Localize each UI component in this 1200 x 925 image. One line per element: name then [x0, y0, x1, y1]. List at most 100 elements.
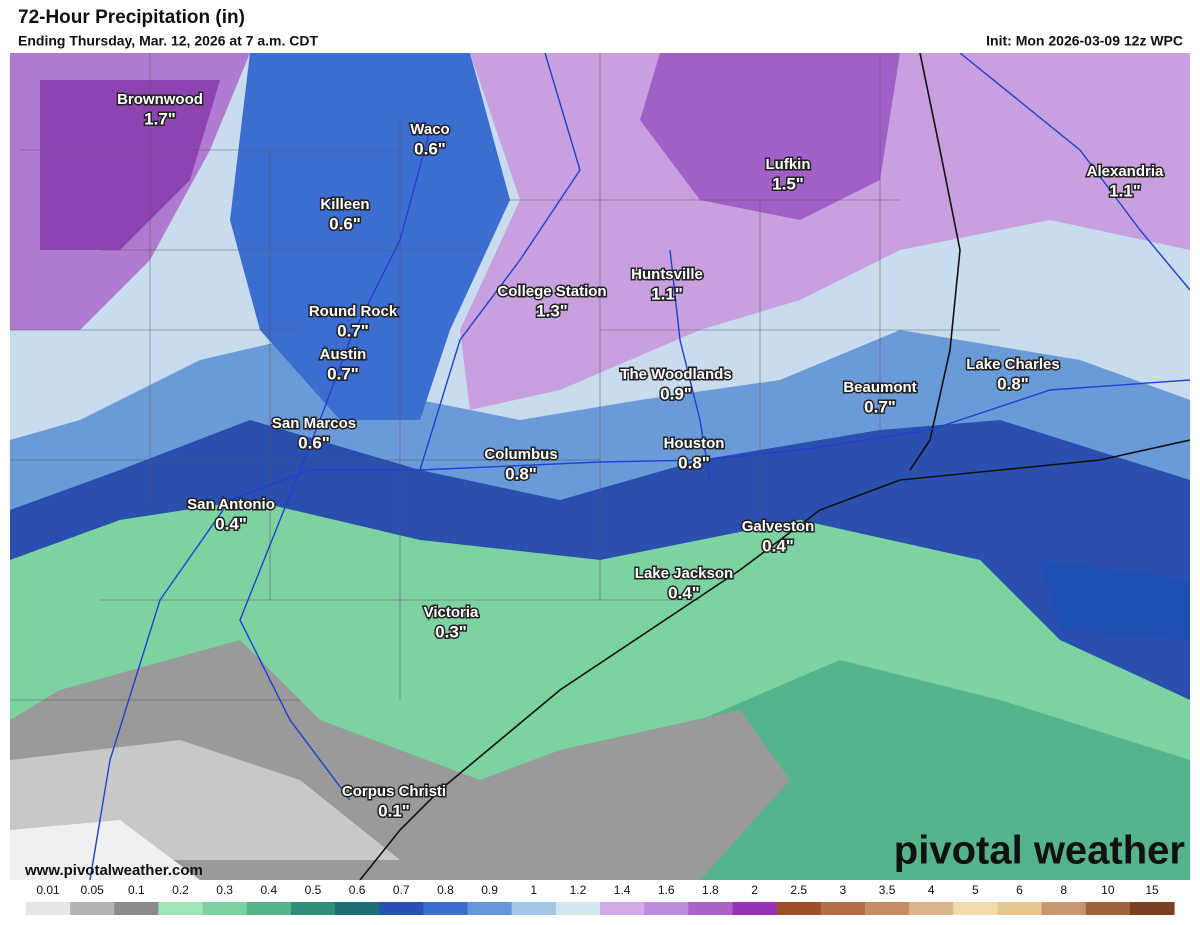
city-value: 0.4" [668, 583, 700, 602]
legend-label: 2 [751, 883, 758, 897]
legend-label: 0.6 [349, 883, 366, 897]
city-value: 0.4" [215, 514, 247, 533]
title: 72-Hour Precipitation (in) [18, 7, 245, 28]
city-value: 0.6" [298, 433, 330, 452]
city-value: 1.1" [1109, 181, 1141, 200]
legend-swatch [290, 902, 336, 915]
city-name: Alexandria [1087, 163, 1164, 180]
legend-swatch [555, 902, 601, 915]
city-value: 0.8" [678, 453, 710, 472]
city-value: 0.3" [435, 622, 467, 641]
legend-label: 0.7 [393, 883, 410, 897]
map [10, 53, 1190, 880]
legend-label: 4 [928, 883, 935, 897]
legend-label: 8 [1060, 883, 1067, 897]
city-name: San Antonio [187, 496, 275, 513]
city-value: 0.6" [414, 139, 446, 158]
legend-label: 0.1 [128, 883, 145, 897]
city-value: 1.5" [772, 174, 804, 193]
legend-swatch [511, 902, 557, 915]
legend-swatch [820, 902, 866, 915]
city-value: 1.3" [536, 301, 568, 320]
legend-label: 1.4 [614, 883, 631, 897]
city-name: Corpus Christi [342, 783, 446, 800]
city-name: Brownwood [117, 91, 203, 108]
legend-swatch [1085, 902, 1131, 915]
init-time: Init: Mon 2026-03-09 12z WPC [986, 33, 1183, 49]
legend-swatch [25, 902, 71, 915]
legend-swatch [114, 902, 159, 915]
legend-label: 3 [840, 883, 847, 897]
legend-label: 2.5 [790, 883, 807, 897]
city-value: 1.7" [144, 109, 176, 128]
legend-swatch [909, 902, 954, 915]
legend-label: 6 [1016, 883, 1023, 897]
legend-swatch [644, 902, 689, 915]
legend-label: 0.01 [36, 883, 60, 897]
source-url: www.pivotalweather.com [24, 862, 203, 879]
legend-swatch [423, 902, 469, 915]
city-value: 0.4" [762, 536, 794, 555]
legend: 0.01 0.05 0.1 0.2 0.3 0.4 0.5 0.6 0.7 0.8 0.9 1 1.2 1… [25, 883, 1175, 915]
city-name: Galveston [742, 518, 815, 535]
legend-swatch [776, 902, 822, 915]
subtitle: Ending Thursday, Mar. 12, 2026 at 7 a.m.… [18, 33, 319, 49]
city-value: 0.6" [329, 214, 361, 233]
city-name: College Station [497, 283, 606, 300]
city-value: 0.7" [864, 397, 896, 416]
city-name: Waco [410, 121, 449, 138]
city-labels: Brownwood1.7"Waco0.6"Killeen0.6"Lufkin1.… [116, 89, 1166, 822]
city-name: The Woodlands [620, 366, 731, 383]
legend-label: 1.8 [702, 883, 719, 897]
legend-swatch [335, 902, 380, 915]
city-value: 1.1" [651, 284, 683, 303]
city-value: 0.8" [997, 374, 1029, 393]
legend-swatch [732, 902, 778, 915]
legend-swatch [688, 902, 733, 915]
legend-swatch [202, 902, 248, 915]
city-name: Beaumont [843, 379, 916, 396]
legend-label: 0.5 [305, 883, 322, 897]
city-name: Round Rock [309, 303, 398, 320]
city-name: Killeen [320, 196, 369, 213]
city-name: Lufkin [766, 156, 811, 173]
legend-label: 1.6 [658, 883, 675, 897]
city-name: Huntsville [631, 266, 703, 283]
city-value: 0.9" [660, 384, 692, 403]
legend-label: 0.3 [216, 883, 233, 897]
legend-swatch [246, 902, 292, 915]
city-value: 0.1" [378, 801, 410, 820]
city-value: 0.7" [337, 321, 369, 340]
city-name: Lake Jackson [635, 565, 733, 582]
legend-swatch [997, 902, 1043, 915]
legend-swatch [70, 902, 115, 915]
legend-swatch [864, 902, 910, 915]
legend-label: 0.9 [481, 883, 498, 897]
city-name: Columbus [484, 446, 557, 463]
brand: pivotal weather [894, 829, 1185, 873]
legend-swatch [467, 902, 513, 915]
legend-swatch [953, 902, 998, 915]
legend-label: 10 [1101, 883, 1115, 897]
legend-label: 1 [530, 883, 537, 897]
city-name: San Marcos [272, 415, 356, 432]
city-name: Houston [664, 435, 725, 452]
legend-label: 3.5 [879, 883, 896, 897]
legend-label: 0.4 [260, 883, 277, 897]
city-name: Victoria [424, 604, 479, 621]
city-value: 0.7" [327, 364, 359, 383]
legend-label: 15 [1145, 883, 1159, 897]
city-name: Lake Charles [966, 356, 1059, 373]
legend-label: 5 [972, 883, 979, 897]
legend-swatch [1129, 902, 1175, 915]
city-value: 0.8" [505, 464, 537, 483]
legend-swatch [158, 902, 204, 915]
legend-label: 0.8 [437, 883, 454, 897]
legend-swatch [1041, 902, 1087, 915]
legend-label: 1.2 [570, 883, 587, 897]
legend-swatch [379, 902, 424, 915]
legend-label: 0.05 [80, 883, 104, 897]
city-name: Austin [320, 346, 367, 363]
legend-label: 0.2 [172, 883, 189, 897]
